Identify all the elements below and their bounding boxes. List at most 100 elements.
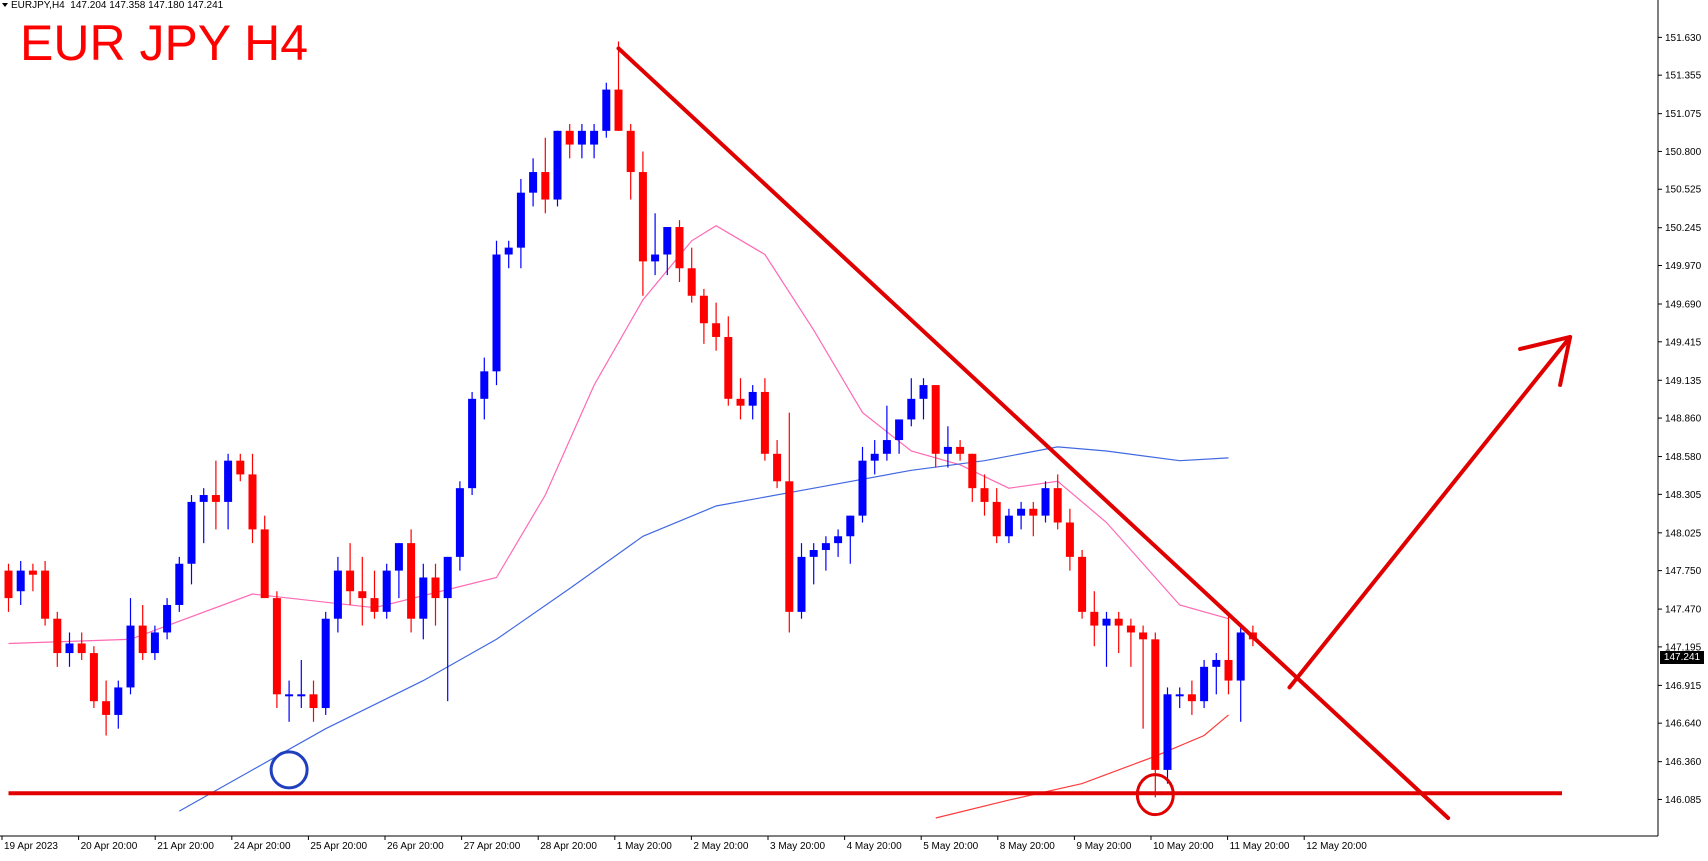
candle-body xyxy=(809,550,818,557)
candle xyxy=(773,440,782,489)
candle xyxy=(138,604,147,660)
candle xyxy=(956,440,965,461)
candle-body xyxy=(565,130,574,145)
swing-low-circle xyxy=(269,750,309,790)
candle xyxy=(931,385,940,468)
candle-body xyxy=(138,625,147,654)
candle xyxy=(687,247,696,303)
candle xyxy=(565,123,574,159)
candle xyxy=(516,178,525,269)
candle-body xyxy=(236,460,245,475)
candle xyxy=(590,123,599,159)
candle-body xyxy=(785,481,794,612)
candle-body xyxy=(382,570,391,612)
candle xyxy=(1212,653,1221,695)
candle xyxy=(4,563,13,612)
candle-body xyxy=(4,570,13,599)
candle-body xyxy=(1041,488,1050,516)
candle-body xyxy=(846,515,855,537)
candle-body xyxy=(919,385,928,399)
candle-body xyxy=(126,625,135,688)
candle-body xyxy=(150,632,159,654)
candle-body xyxy=(53,618,62,654)
candle-body xyxy=(687,268,696,296)
candle-body xyxy=(541,172,550,200)
candle xyxy=(16,560,25,605)
candle-body xyxy=(1163,694,1172,770)
y-tick-label: 150.245 xyxy=(1665,223,1702,234)
y-tick-label: 148.305 xyxy=(1665,490,1702,501)
candle-body xyxy=(821,543,830,551)
x-tick-label: 20 Apr 20:00 xyxy=(81,841,138,852)
candle-body xyxy=(602,89,611,131)
candle xyxy=(77,632,86,660)
candle-body xyxy=(114,687,123,715)
candle xyxy=(480,357,489,420)
candle xyxy=(1041,481,1050,523)
x-tick-label: 24 Apr 20:00 xyxy=(234,841,291,852)
x-tick-label: 25 Apr 20:00 xyxy=(310,841,367,852)
annotations xyxy=(8,46,1573,820)
y-tick-label: 151.355 xyxy=(1665,71,1702,82)
menu-triangle-icon[interactable] xyxy=(2,3,8,7)
moving-averages xyxy=(8,224,1229,819)
candle-body xyxy=(577,130,586,145)
candle xyxy=(724,316,733,406)
candle xyxy=(236,453,245,482)
candle-body xyxy=(956,446,965,454)
candle xyxy=(333,556,342,633)
candle-body xyxy=(102,701,111,715)
candle-body xyxy=(1175,694,1184,697)
candle xyxy=(443,556,452,702)
candle xyxy=(1017,501,1026,530)
candle-body xyxy=(858,460,867,516)
axes xyxy=(0,0,1659,837)
candle-body xyxy=(407,543,416,619)
candle-body xyxy=(724,336,733,399)
y-tick-label: 146.640 xyxy=(1665,719,1702,730)
descending-trendline xyxy=(616,46,1451,820)
candle xyxy=(504,240,513,269)
y-tick-label: 148.025 xyxy=(1665,528,1702,539)
x-tick-label: 3 May 20:00 xyxy=(770,841,825,852)
candle-body xyxy=(187,501,196,564)
candle xyxy=(1102,611,1111,667)
candle xyxy=(260,515,269,599)
moving-average-line-2 xyxy=(179,446,1229,812)
candle-body xyxy=(199,495,208,502)
candle-body xyxy=(248,474,257,530)
y-tick-label: 147.195 xyxy=(1665,642,1702,653)
candle xyxy=(297,659,306,709)
candle xyxy=(285,680,294,722)
candle xyxy=(614,41,623,131)
candle-body xyxy=(431,577,440,599)
candle xyxy=(346,543,355,605)
y-tick-label: 149.970 xyxy=(1665,261,1702,272)
candle-body xyxy=(1053,488,1062,523)
y-tick-label: 149.415 xyxy=(1665,337,1702,348)
candle xyxy=(712,302,721,351)
candle xyxy=(626,123,635,200)
candle-body xyxy=(163,604,172,633)
candle-body xyxy=(504,247,513,255)
candle xyxy=(455,481,464,571)
candle-body xyxy=(1078,556,1087,612)
candle-body xyxy=(321,618,330,709)
y-tick-label: 147.470 xyxy=(1665,605,1702,616)
x-tick-label: 11 May 20:00 xyxy=(1230,841,1290,852)
candle-body xyxy=(41,570,50,619)
candle-body xyxy=(1004,515,1013,537)
support-test-circle xyxy=(1135,773,1175,817)
candle-body xyxy=(333,570,342,619)
candle-body xyxy=(309,694,318,709)
y-tick-label: 149.690 xyxy=(1665,299,1702,310)
candle xyxy=(1200,659,1209,709)
candle-body xyxy=(663,227,672,255)
candle xyxy=(821,536,830,571)
x-axis-labels: 19 Apr 2023 20 Apr 20:00 21 Apr 20:00 24 Ap… xyxy=(1,836,1367,852)
candle-body xyxy=(1126,625,1135,633)
candle xyxy=(553,130,562,207)
candle xyxy=(1065,508,1074,571)
